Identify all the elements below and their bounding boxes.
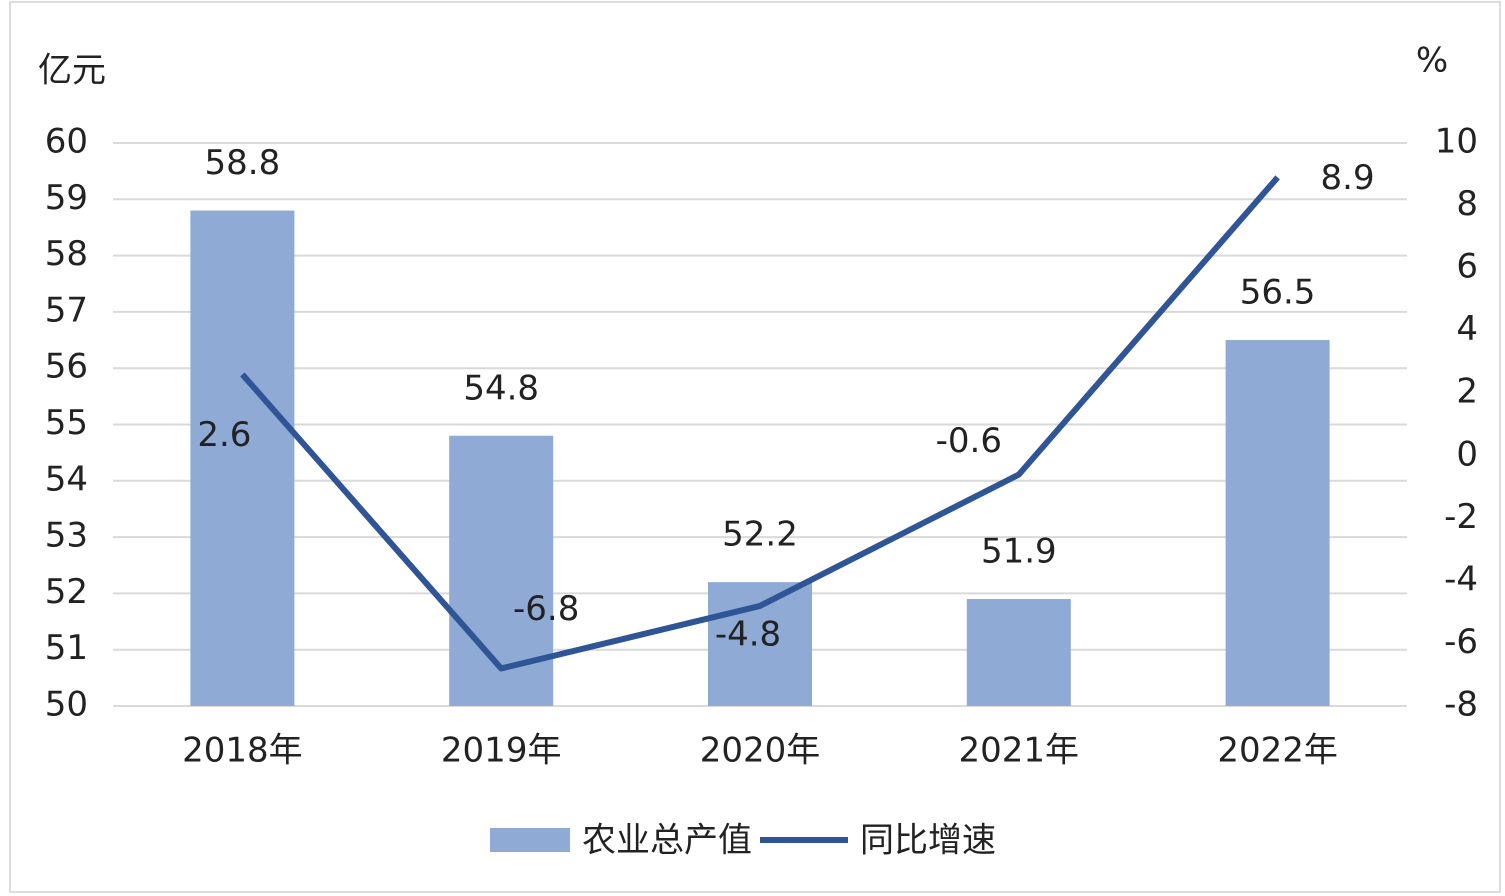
legend-label: 农业总产值 [582, 821, 752, 861]
legend-swatch [490, 828, 570, 852]
x-tick-label: 2022年 [1217, 731, 1338, 771]
bar [190, 210, 295, 706]
y-tick-label: 52 [45, 572, 88, 612]
bar [1225, 340, 1330, 706]
line [240, 175, 1280, 672]
y-tick-label: 55 [45, 403, 88, 443]
x-tick-label: 2021年 [959, 731, 1080, 771]
line-value-label: -4.8 [715, 614, 781, 654]
y2-tick-label: 8 [1456, 184, 1478, 224]
y2-tick-label: 4 [1456, 309, 1478, 349]
y-tick-label: 59 [45, 178, 88, 218]
y-axis-label: 亿元 [38, 51, 106, 91]
bar-value-label: 52.2 [722, 515, 798, 555]
y-tick-label: 50 [45, 685, 88, 725]
bar-value-label: 58.8 [205, 143, 281, 183]
y2-tick-label: 2 [1456, 372, 1478, 412]
y2-tick-label: -2 [1444, 497, 1478, 537]
y-tick-label: 53 [45, 516, 88, 556]
y2-tick-label: -8 [1444, 685, 1478, 725]
line-value-label: 2.6 [197, 415, 251, 455]
bar-value-label: 51.9 [981, 532, 1057, 572]
y-tick-label: 57 [45, 290, 88, 330]
y2-tick-label: 6 [1456, 247, 1478, 287]
x-tick-label: 2019年 [441, 731, 562, 771]
line-value-label: -0.6 [936, 421, 1002, 461]
bar-value-label: 56.5 [1240, 273, 1316, 313]
bar [966, 599, 1071, 706]
y2-axis-label: % [1416, 41, 1448, 81]
y-tick-label: 56 [45, 347, 88, 387]
legend-label: 同比增速 [860, 821, 996, 861]
y-tick-label: 58 [45, 234, 88, 274]
y-tick-label: 60 [45, 122, 88, 162]
x-tick-label: 2018年 [182, 731, 303, 771]
y-tick-label: 54 [45, 459, 88, 499]
y2-tick-label: 0 [1456, 434, 1478, 474]
y2-tick-label: 10 [1435, 122, 1478, 162]
x-tick-label: 2020年 [700, 731, 821, 771]
y2-tick-label: -6 [1444, 622, 1478, 662]
line-value-label: -6.8 [513, 589, 579, 629]
line-value-label: 8.9 [1321, 158, 1375, 198]
y-tick-label: 51 [45, 628, 88, 668]
bar-value-label: 54.8 [463, 368, 539, 408]
y2-tick-label: -4 [1444, 559, 1478, 599]
